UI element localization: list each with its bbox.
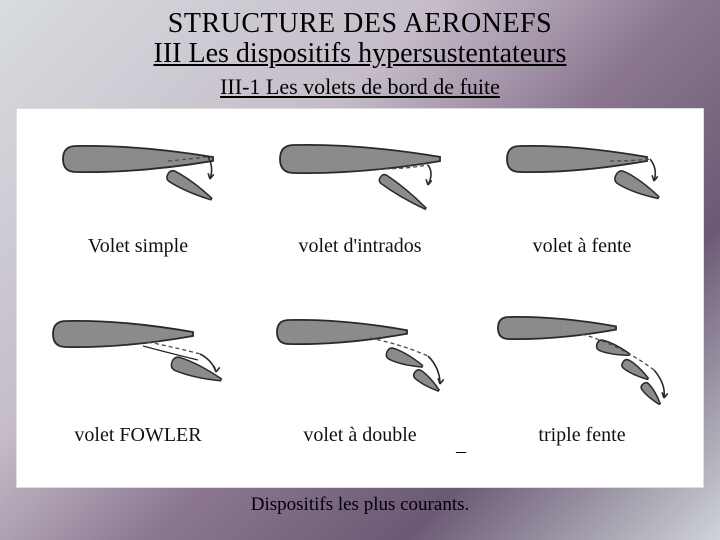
title-main: STRUCTURE DES AERONEFS [0, 8, 720, 40]
airfoil-wrap [260, 298, 460, 418]
airfoil-wrap [260, 119, 460, 239]
airfoil-wrap [38, 119, 238, 239]
airfoil-diagram-icon [260, 298, 460, 418]
airfoil-wrap [482, 119, 682, 239]
title-section: III-1 Les volets de bord de fuite [0, 74, 720, 100]
diagram-cell-volet-fowler: volet FOWLER [27, 298, 249, 477]
airfoil-diagram-icon [482, 119, 682, 239]
diagram-grid: Volet simple volet d'intrados volet à fe… [17, 109, 703, 487]
diagram-label: triple fente [538, 424, 625, 447]
diagram-label: volet FOWLER [74, 424, 201, 447]
diagram-panel: Volet simple volet d'intrados volet à fe… [16, 108, 704, 488]
airfoil-diagram-icon [38, 298, 238, 418]
airfoil-wrap [482, 298, 682, 418]
airfoil-diagram-icon [38, 119, 238, 239]
airfoil-diagram-icon [482, 298, 682, 418]
caption: Dispositifs les plus courants. [0, 494, 720, 516]
diagram-cell-volet-intrados: volet d'intrados [249, 119, 471, 298]
diagram-cell-volet-double: volet à double [249, 298, 471, 477]
airfoil-diagram-icon [260, 119, 460, 239]
title-subtitle: III Les dispositifs hypersustentateurs [0, 38, 720, 70]
diagram-label: volet à double [303, 424, 416, 447]
diagram-cell-triple-fente: triple fente [471, 298, 693, 477]
airfoil-wrap [38, 298, 238, 418]
diagram-cell-volet-simple: Volet simple [27, 119, 249, 298]
row2-separator: – [456, 440, 466, 463]
header: STRUCTURE DES AERONEFS III Les dispositi… [0, 0, 720, 100]
diagram-cell-volet-fente: volet à fente [471, 119, 693, 298]
